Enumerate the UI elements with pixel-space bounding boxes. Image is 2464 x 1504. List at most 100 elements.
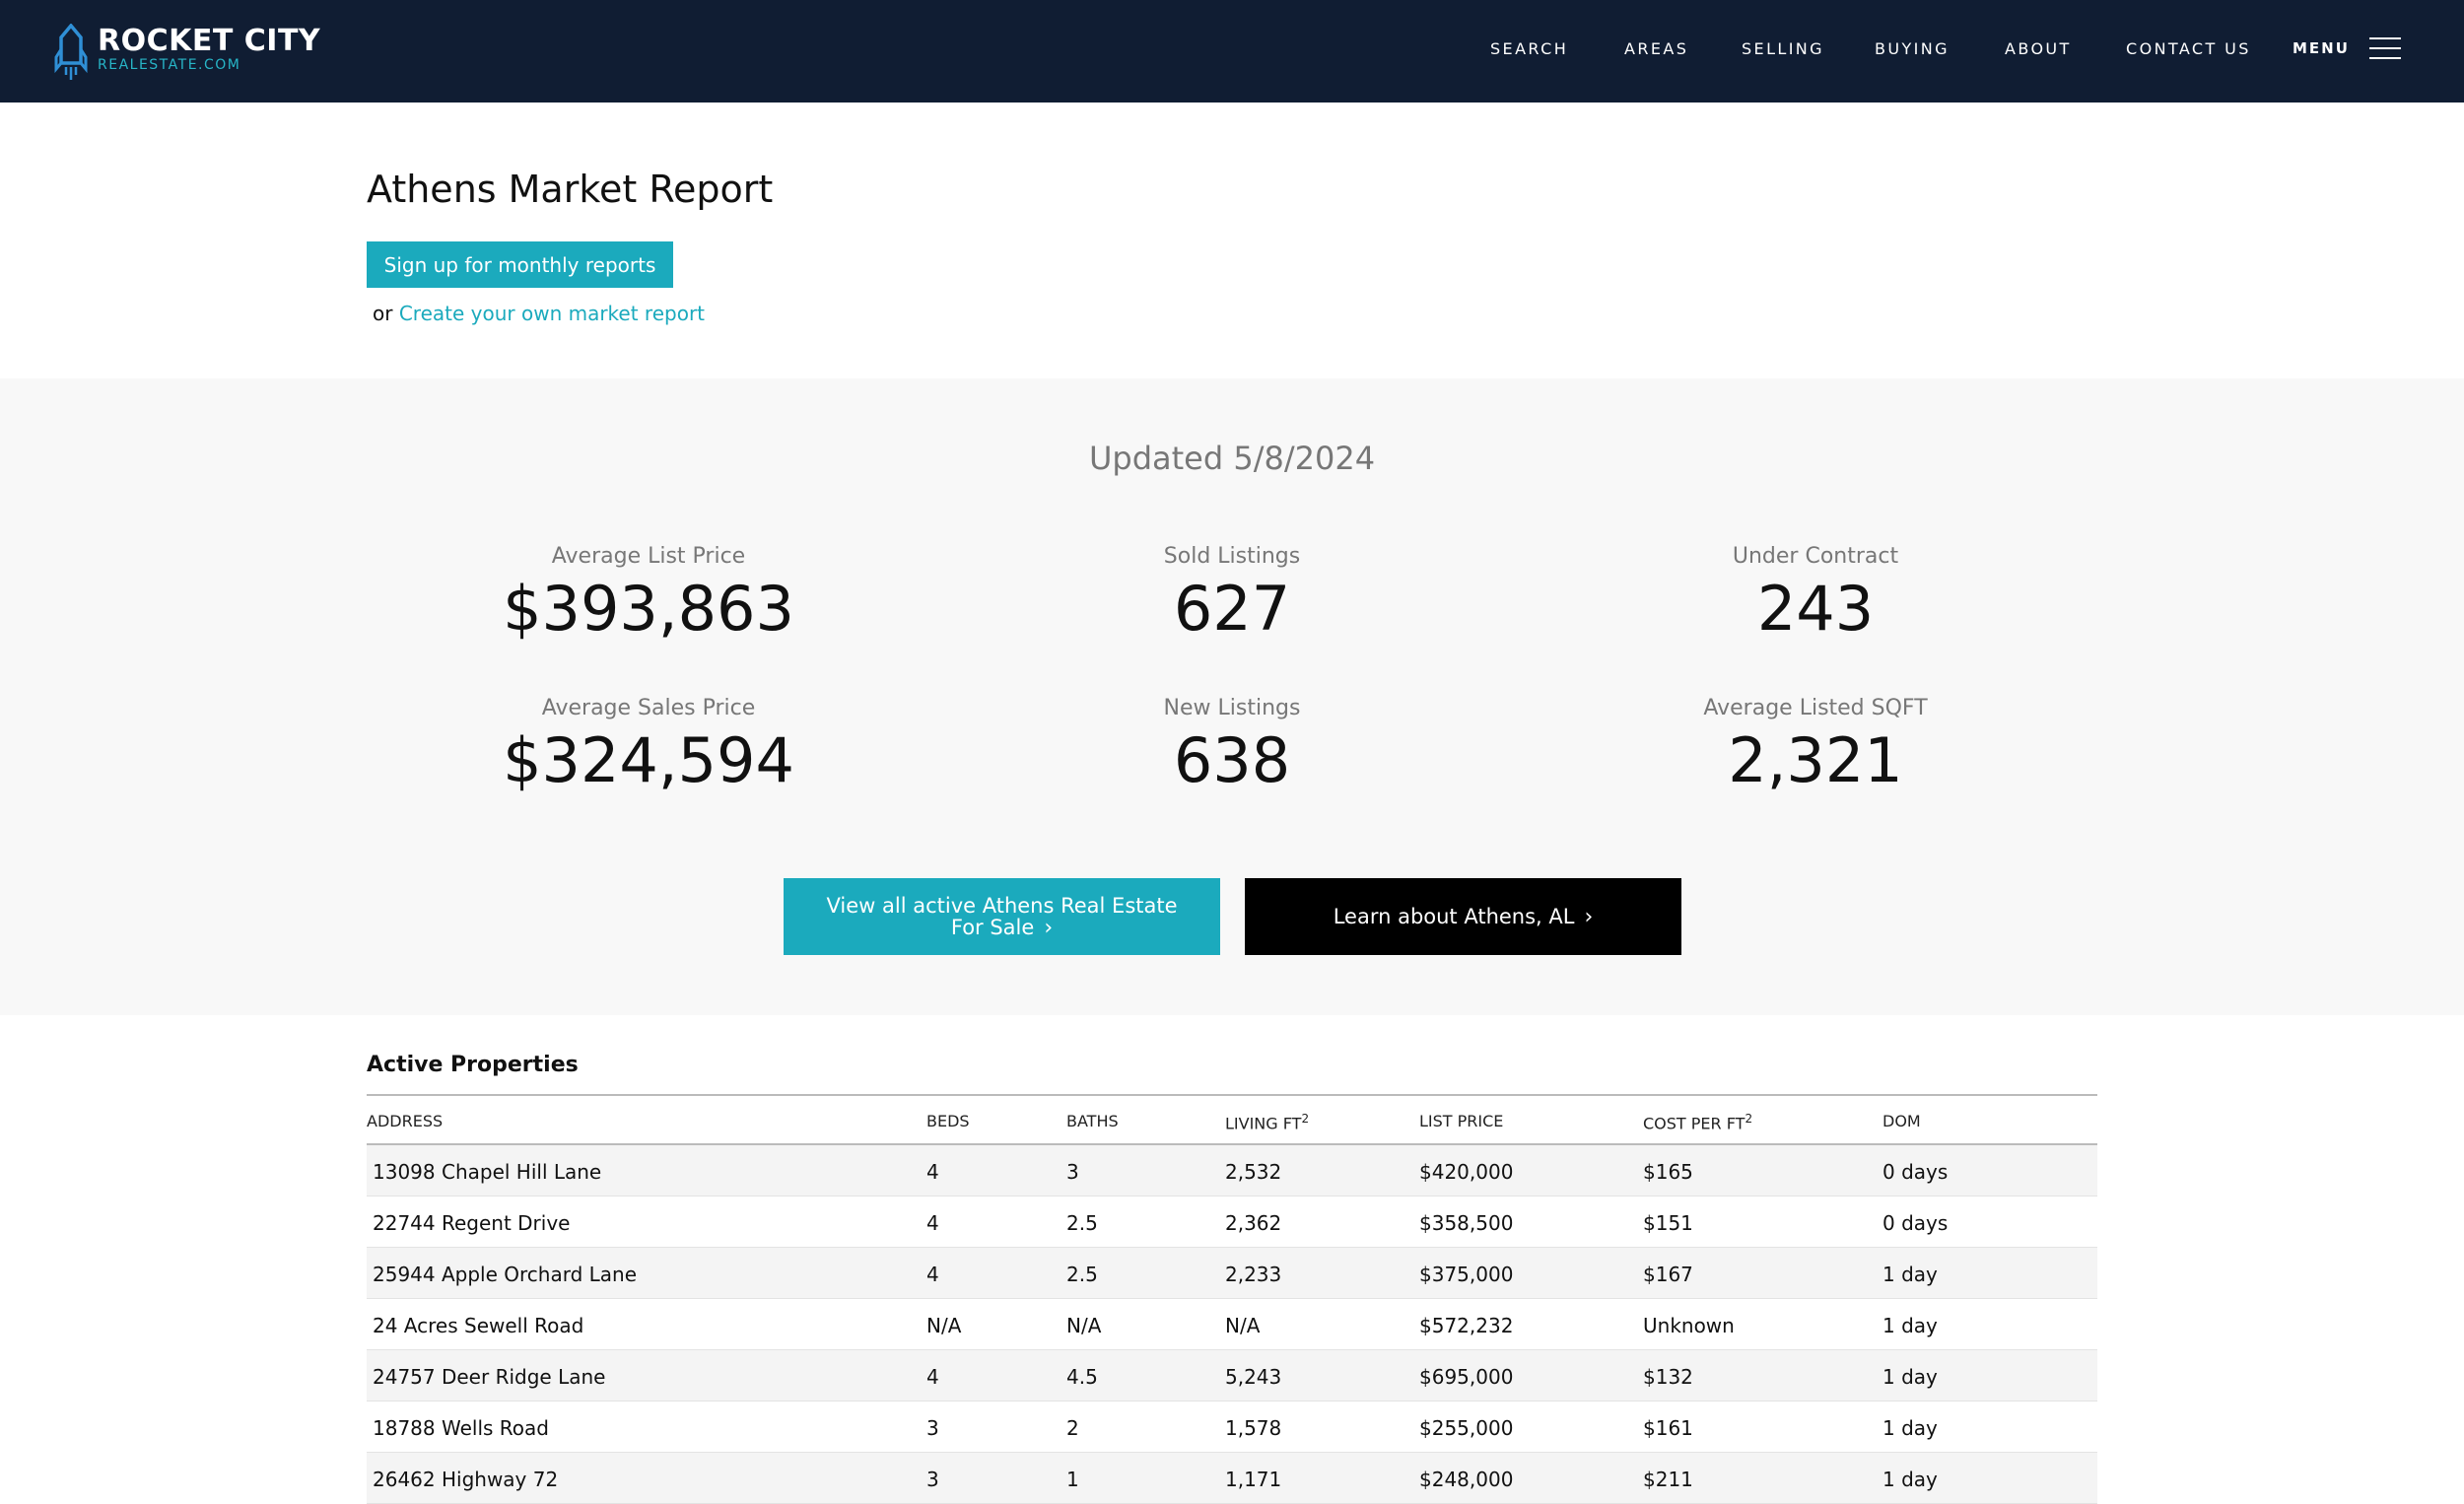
site-logo[interactable]: ROCKET CITY REALESTATE.COM (54, 24, 320, 81)
table-row[interactable]: 13098 Chapel Hill Lane 4 3 2,532 $420,00… (367, 1145, 2097, 1196)
nav-about[interactable]: ABOUT (2005, 39, 2072, 58)
table-header: ADDRESS BEDS BATHS LIVING FT2 LIST PRICE… (367, 1094, 2097, 1145)
nav-selling[interactable]: SELLING (1742, 39, 1824, 58)
stat-average-sales-price: Average Sales Price $324,594 (353, 696, 944, 799)
row-address[interactable]: 22744 Regent Drive (373, 1211, 571, 1235)
row-address[interactable]: 25944 Apple Orchard Lane (373, 1263, 638, 1286)
row-dom: 1 day (1882, 1365, 1938, 1389)
row-address[interactable]: 13098 Chapel Hill Lane (373, 1160, 602, 1184)
row-beds: 4 (926, 1160, 939, 1184)
stat-sold-listings: Sold Listings 627 (936, 544, 1528, 648)
row-living: 1,171 (1225, 1468, 1282, 1491)
stat-label: New Listings (1163, 696, 1301, 720)
col-cost-per-ft[interactable]: COST PER FT2 (1643, 1112, 1752, 1132)
create-report-line: or Create your own market report (373, 302, 705, 325)
stat-value: $324,594 (503, 724, 794, 796)
row-address[interactable]: 18788 Wells Road (373, 1416, 549, 1440)
row-beds: 3 (926, 1468, 939, 1491)
or-text: or (373, 302, 393, 325)
learn-about-athens-button[interactable]: Learn about Athens, AL › (1245, 878, 1681, 955)
logo-subtitle: REALESTATE.COM (98, 57, 241, 73)
row-dom: 1 day (1882, 1314, 1938, 1337)
row-dom: 1 day (1882, 1416, 1938, 1440)
row-address[interactable]: 24 Acres Sewell Road (373, 1314, 584, 1337)
row-cost: $161 (1643, 1416, 1693, 1440)
col-baths[interactable]: BATHS (1066, 1112, 1119, 1130)
row-baths: 3 (1066, 1160, 1079, 1184)
nav-contact-us[interactable]: CONTACT US (2126, 39, 2251, 58)
row-baths: 4.5 (1066, 1365, 1098, 1389)
row-living: 5,243 (1225, 1365, 1282, 1389)
row-beds: 4 (926, 1365, 939, 1389)
table-row[interactable]: 25944 Apple Orchard Lane 4 2.5 2,233 $37… (367, 1248, 2097, 1299)
rocket-icon (54, 24, 88, 80)
row-dom: 1 day (1882, 1468, 1938, 1491)
stat-value: 627 (1173, 573, 1291, 645)
site-header: ROCKET CITY REALESTATE.COM SEARCH AREAS … (0, 0, 2464, 103)
row-living: 1,578 (1225, 1416, 1282, 1440)
hamburger-icon (2368, 37, 2401, 59)
menu-button[interactable]: MENU (2293, 37, 2401, 59)
row-beds: N/A (926, 1314, 962, 1337)
row-baths: 2.5 (1066, 1263, 1098, 1286)
market-stats-section: Updated 5/8/2024 Average List Price $393… (0, 378, 2464, 1015)
stat-average-listed-sqft: Average Listed SQFT 2,321 (1520, 696, 2111, 799)
table-row[interactable]: 26462 Highway 72 3 1 1,171 $248,000 $211… (367, 1453, 2097, 1504)
active-properties-table: ADDRESS BEDS BATHS LIVING FT2 LIST PRICE… (367, 1094, 2097, 1504)
col-living-label: LIVING FT (1225, 1114, 1302, 1133)
view-all-line1: View all active Athens Real Estate (826, 893, 1178, 918)
row-cost: $165 (1643, 1160, 1693, 1184)
stat-value: 243 (1756, 573, 1875, 645)
signup-monthly-reports-button[interactable]: Sign up for monthly reports (367, 241, 673, 288)
row-address[interactable]: 24757 Deer Ridge Lane (373, 1365, 606, 1389)
stat-label: Average Listed SQFT (1703, 696, 1928, 720)
row-baths: 1 (1066, 1468, 1079, 1491)
menu-label: MENU (2293, 39, 2350, 57)
col-list-price[interactable]: LIST PRICE (1419, 1112, 1504, 1130)
row-beds: 3 (926, 1416, 939, 1440)
row-address[interactable]: 26462 Highway 72 (373, 1468, 559, 1491)
stat-label: Under Contract (1732, 544, 1899, 569)
stat-average-list-price: Average List Price $393,863 (353, 544, 944, 648)
table-row[interactable]: 24757 Deer Ridge Lane 4 4.5 5,243 $695,0… (367, 1350, 2097, 1401)
table-row[interactable]: 22744 Regent Drive 4 2.5 2,362 $358,500 … (367, 1196, 2097, 1248)
row-price: $420,000 (1419, 1160, 1514, 1184)
col-address[interactable]: ADDRESS (367, 1112, 444, 1130)
page-title: Athens Market Report (367, 168, 774, 211)
logo-title: ROCKET CITY (98, 24, 321, 58)
learn-about-label: Learn about Athens, AL (1333, 905, 1575, 928)
col-beds[interactable]: BEDS (926, 1112, 970, 1130)
col-living-sup: 2 (1301, 1112, 1310, 1126)
stat-new-listings: New Listings 638 (936, 696, 1528, 799)
col-cost-label: COST PER FT (1643, 1114, 1745, 1133)
nav-search[interactable]: SEARCH (1490, 39, 1569, 58)
stat-value: 2,321 (1728, 724, 1903, 796)
row-price: $248,000 (1419, 1468, 1514, 1491)
chevron-right-icon: › (1584, 904, 1594, 929)
stat-under-contract: Under Contract 243 (1520, 544, 2111, 648)
row-cost: $151 (1643, 1211, 1693, 1235)
table-row[interactable]: 18788 Wells Road 3 2 1,578 $255,000 $161… (367, 1401, 2097, 1453)
stat-value: 638 (1173, 724, 1291, 796)
row-living: 2,532 (1225, 1160, 1282, 1184)
col-cost-sup: 2 (1745, 1112, 1753, 1126)
create-market-report-link[interactable]: Create your own market report (398, 302, 706, 325)
row-price: $255,000 (1419, 1416, 1514, 1440)
stat-label: Sold Listings (1163, 544, 1301, 569)
nav-buying[interactable]: BUYING (1875, 39, 1950, 58)
row-cost: Unknown (1643, 1314, 1735, 1337)
col-dom[interactable]: DOM (1882, 1112, 1921, 1130)
col-living[interactable]: LIVING FT2 (1225, 1112, 1309, 1132)
stat-value: $393,863 (503, 573, 794, 645)
chevron-right-icon: › (1044, 915, 1054, 940)
view-all-listings-button[interactable]: View all active Athens Real Estate For S… (784, 878, 1220, 955)
row-living: 2,233 (1225, 1263, 1282, 1286)
nav-areas[interactable]: AREAS (1624, 39, 1689, 58)
row-price: $358,500 (1419, 1211, 1514, 1235)
table-row[interactable]: 24 Acres Sewell Road N/A N/A N/A $572,23… (367, 1299, 2097, 1350)
row-baths: 2.5 (1066, 1211, 1098, 1235)
row-price: $695,000 (1419, 1365, 1514, 1389)
updated-date: Updated 5/8/2024 (1088, 440, 1376, 477)
row-living: N/A (1225, 1314, 1261, 1337)
row-price: $572,232 (1419, 1314, 1514, 1337)
